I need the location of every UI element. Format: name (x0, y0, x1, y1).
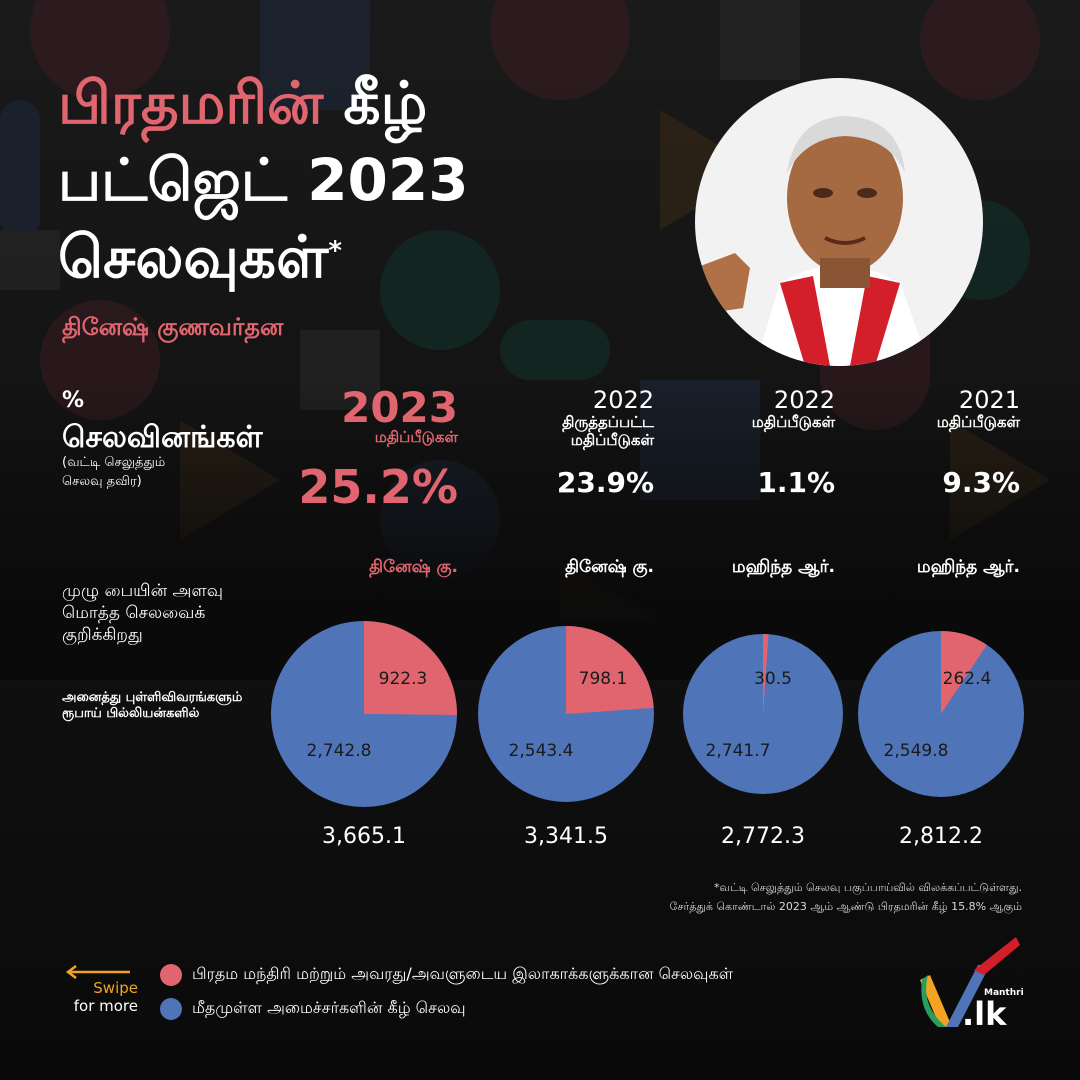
footnote-line-2: சேர்த்துக் கொண்டால் 2023 ஆம் ஆண்டு பிரதம… (502, 897, 1022, 916)
column-percent-2022: 1.1% (757, 466, 835, 499)
title-accent-word: பிரதமரின் (58, 69, 323, 137)
pie-label-pm-0: 922.3 (379, 669, 428, 689)
column-pm-name-2022-revised: தினேஷ் கு. (565, 557, 654, 579)
swipe-label-2: for more (58, 997, 138, 1015)
pie-label-pm-1: 798.1 (579, 669, 628, 689)
legend-label-other: மீதமுள்ள அமைச்சர்களின் கீழ் செலவு (192, 998, 466, 1019)
brand-main-text: .lk (962, 995, 1007, 1030)
column-sub-2022-revised: திருத்தப்பட்ட மதிப்பீடுகள் (524, 413, 654, 449)
column-year-2023: 2023 (341, 386, 458, 430)
column-pm-name-2021: மஹிந்த ஆர். (917, 557, 1020, 579)
pie-label-pm-3: 262.4 (943, 669, 992, 689)
column-percent-2022-revised: 23.9% (557, 466, 654, 499)
expenditure-note: (வட்டி செலுத்தும் செலவு தவிர) (62, 453, 192, 491)
pie-total-2022: 2,772.3 (683, 824, 843, 849)
subtitle-minister-name: தினேஷ் குணவர்தன (62, 313, 283, 344)
column-year-2021: 2021 (959, 387, 1020, 413)
title-line-1: பிரதமரின் கீழ் (58, 68, 427, 138)
legend-swatch-pm (160, 964, 182, 986)
pie-charts: 922.3 2,742.8 798.1 2,543.4 30.5 2,741.7 262.4… (0, 600, 1080, 830)
percent-sign-label: % (62, 388, 84, 413)
title-line-2: பட்ஜெட் 2023 (58, 145, 469, 215)
pie-label-other-2: 2,741.7 (706, 741, 771, 761)
title-line-3: செலவுகள்* (58, 222, 342, 292)
column-percent-2021: 9.3% (942, 466, 1020, 499)
minister-portrait (695, 78, 983, 366)
footnote-line-1: *வட்டி செலுத்தும் செலவு பகுப்பாய்வில் வி… (502, 878, 1022, 897)
column-pm-name-2022: மஹிந்த ஆர். (732, 557, 835, 579)
title-line-3-text: செலவுகள் (58, 223, 328, 291)
manthri-lk-logo: Manthri .lk (918, 935, 1028, 1030)
pie-label-other-0: 2,742.8 (307, 741, 372, 761)
column-sub-2023: மதிப்பீடுகள் (375, 428, 458, 446)
footnote: *வட்டி செலுத்தும் செலவு பகுப்பாய்வில் வி… (502, 878, 1022, 916)
pie-label-other-1: 2,543.4 (509, 741, 574, 761)
swipe-label: Swipe (58, 979, 138, 997)
pie-total-2023: 3,665.1 (284, 824, 444, 849)
column-year-2022: 2022 (774, 387, 835, 413)
column-percent-2023: 25.2% (298, 460, 458, 514)
legend-label-pm: பிரதம மந்திரி மற்றும் அவரது/அவளுடைய இலாக… (192, 964, 733, 985)
legend-swatch-other (160, 998, 182, 1020)
pie-total-2022-revised: 3,341.5 (486, 824, 646, 849)
column-pm-name-2023: தினேஷ் கு. (369, 557, 458, 579)
swipe-hint[interactable]: Swipe for more (58, 965, 138, 1015)
column-year-2022-revised: 2022 (593, 387, 654, 413)
pie-label-other-3: 2,549.8 (884, 741, 949, 761)
pie-total-2021: 2,812.2 (861, 824, 1021, 849)
title-line-1-rest: கீழ் (323, 69, 427, 137)
column-sub-2021: மதிப்பீடுகள் (937, 413, 1020, 431)
arrow-left-icon (58, 965, 138, 979)
column-sub-2022: மதிப்பீடுகள் (752, 413, 835, 431)
pie-label-pm-2: 30.5 (754, 669, 792, 689)
pie-slice-pm-0 (364, 621, 457, 715)
title-asterisk: * (328, 236, 342, 266)
